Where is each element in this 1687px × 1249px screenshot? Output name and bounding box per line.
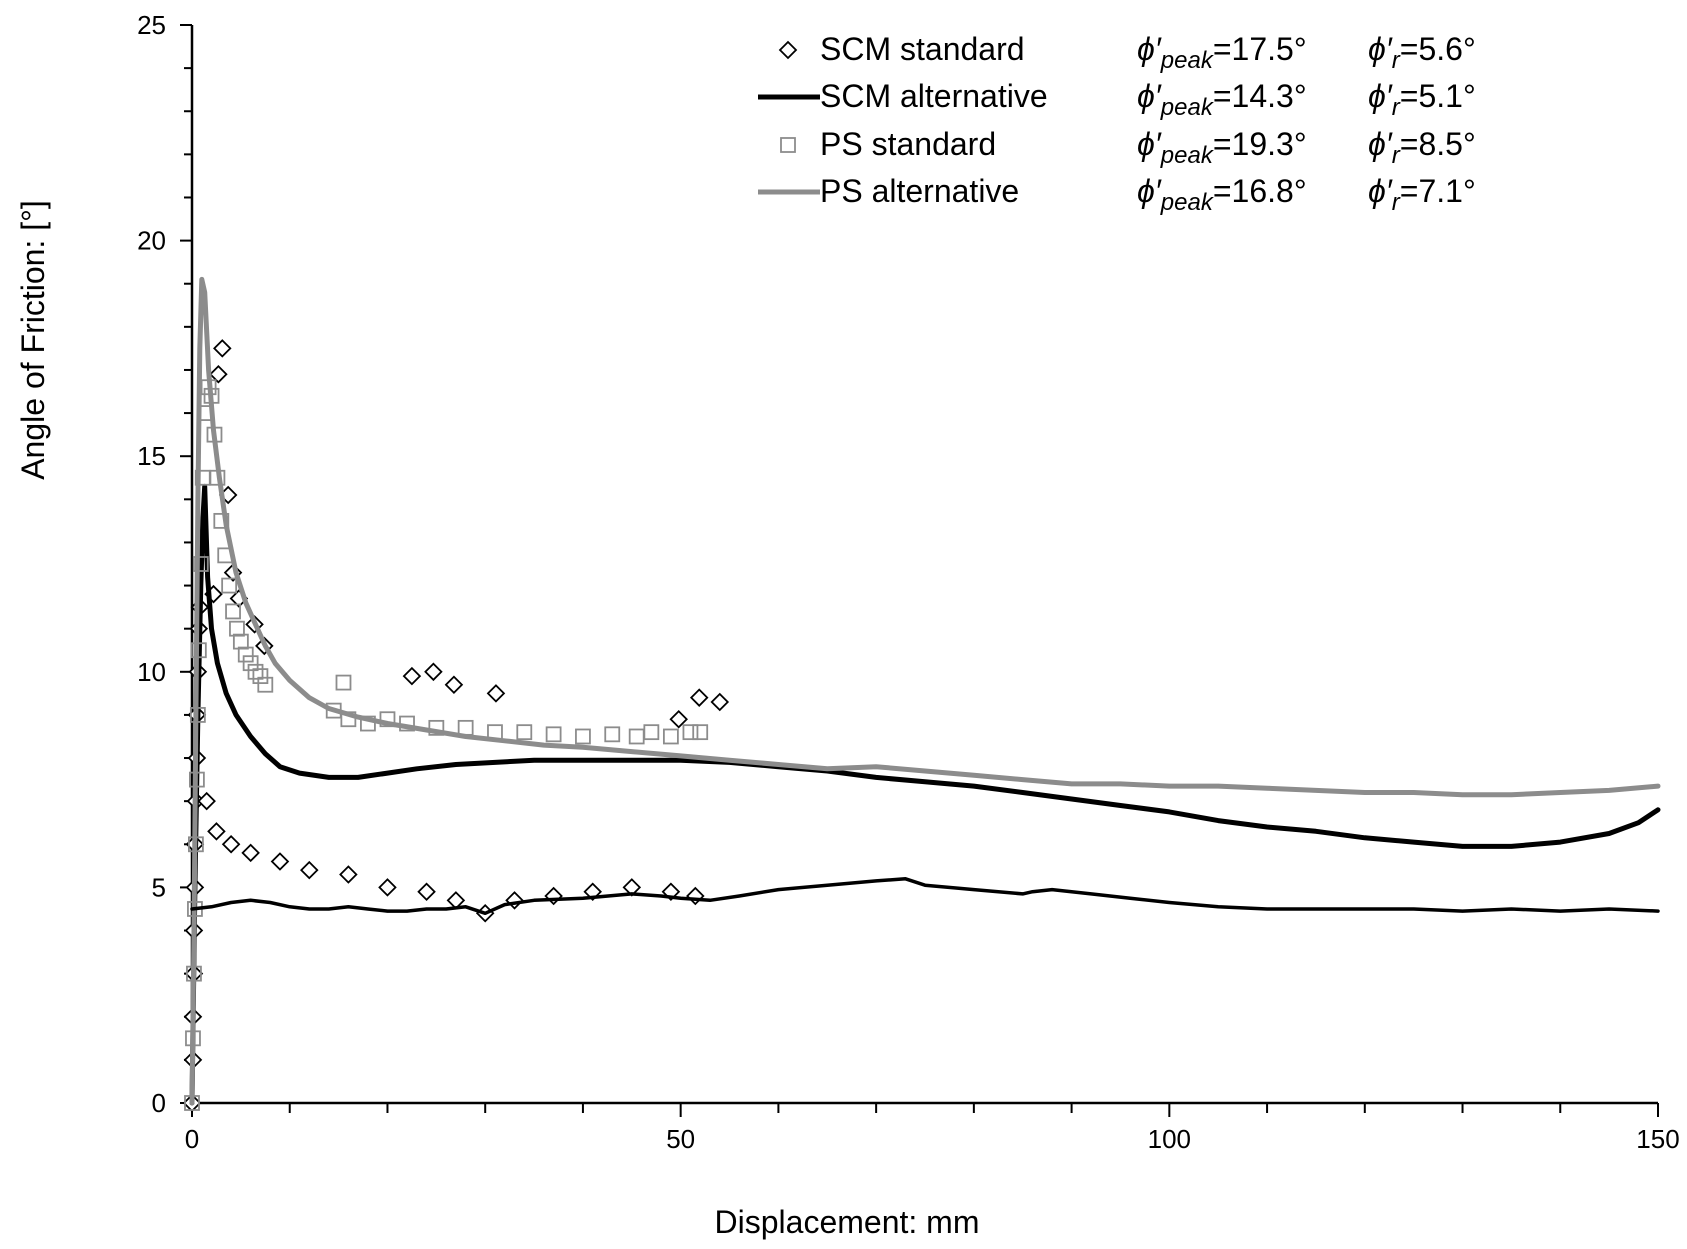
legend-entry: PS alternative ϕ′peak=16.8° ϕ′r=7.1° xyxy=(758,173,1476,216)
legend-peak-angle: ϕ′peak=17.5° xyxy=(1137,31,1307,74)
square-marker xyxy=(252,668,269,685)
diamond-marker xyxy=(444,675,464,695)
diamond-marker xyxy=(486,684,506,703)
diamond-marker xyxy=(221,835,241,854)
diamond-marker xyxy=(710,692,730,712)
square-marker xyxy=(604,726,621,743)
square-marker xyxy=(213,512,230,529)
x-tick-label: 50 xyxy=(666,1124,695,1154)
diamond-marker xyxy=(197,791,216,811)
square-marker xyxy=(575,728,591,745)
diamond-marker xyxy=(402,666,422,686)
legend-residual-angle: ϕ′r=5.6° xyxy=(1368,31,1476,74)
series-layer xyxy=(182,276,1661,1113)
square-marker xyxy=(192,556,209,572)
series-ps-standard xyxy=(184,379,709,1111)
diamond-marker xyxy=(424,662,443,682)
legend-entry: SCM alternative ϕ′peak=14.3° ϕ′r=5.1° xyxy=(758,78,1476,121)
series-line xyxy=(189,483,1661,1106)
square-marker xyxy=(221,577,238,594)
diamond-marker xyxy=(505,891,524,910)
square-marker xyxy=(242,655,259,672)
diamond-marker xyxy=(213,339,232,358)
x-tick-label: 150 xyxy=(1636,1124,1679,1154)
diamond-marker xyxy=(669,709,688,729)
legend-label: SCM alternative xyxy=(820,78,1048,114)
square-marker xyxy=(692,724,709,741)
diamond-marker xyxy=(689,688,709,707)
y-tick-label: 20 xyxy=(137,226,166,256)
square-marker xyxy=(257,676,274,693)
diamond-marker xyxy=(209,364,228,384)
diamond-marker xyxy=(378,878,397,897)
legend-label: PS standard xyxy=(820,126,996,162)
series-ps-alternative xyxy=(189,276,1661,1106)
y-axis-title: Angle of Friction: [°] xyxy=(15,200,51,480)
diamond-marker xyxy=(270,852,290,871)
series-line xyxy=(190,877,1660,916)
legend-label: SCM standard xyxy=(820,31,1025,67)
square-marker xyxy=(682,724,699,741)
diamond-marker xyxy=(686,886,705,906)
legend-entry: SCM standard ϕ′peak=17.5° ϕ′r=5.6° xyxy=(778,31,1476,74)
legend-label: PS alternative xyxy=(820,173,1019,209)
square-marker xyxy=(628,728,645,745)
y-tick-label: 0 xyxy=(152,1088,166,1118)
square-marker xyxy=(662,728,679,745)
legend-entry: PS standard ϕ′peak=19.3° ϕ′r=8.5° xyxy=(780,126,1476,169)
square-marker xyxy=(335,674,352,691)
square-marker xyxy=(428,719,445,736)
legend-peak-angle: ϕ′peak=16.8° xyxy=(1137,173,1307,216)
square-marker xyxy=(360,715,376,732)
legend-peak-angle: ϕ′peak=14.3° xyxy=(1137,78,1307,121)
y-tick-label: 5 xyxy=(152,872,166,902)
square-marker xyxy=(379,711,396,728)
legend-residual-angle: ϕ′r=7.1° xyxy=(1368,173,1476,216)
diamond-marker xyxy=(241,843,260,863)
square-marker xyxy=(516,724,533,741)
x-tick-label: 100 xyxy=(1148,1124,1191,1154)
x-axis-title: Displacement: mm xyxy=(715,1204,980,1240)
square-marker xyxy=(247,663,264,680)
y-tick-label: 15 xyxy=(137,441,166,471)
y-tick-label: 25 xyxy=(137,10,166,40)
legend-square-key xyxy=(780,137,796,153)
legend-residual-angle: ϕ′r=8.5° xyxy=(1368,126,1476,169)
square-marker xyxy=(229,620,245,637)
diamond-marker xyxy=(300,860,319,880)
legend: SCM standard ϕ′peak=17.5° ϕ′r=5.6°SCM alte… xyxy=(758,31,1476,216)
square-marker xyxy=(232,633,249,650)
series-unlabelled-4 xyxy=(190,877,1660,916)
x-tick-label: 0 xyxy=(185,1124,199,1154)
legend-diamond-key xyxy=(778,40,798,60)
square-marker xyxy=(643,724,660,741)
diamond-marker xyxy=(207,822,226,841)
square-marker xyxy=(457,719,474,736)
square-marker xyxy=(237,646,254,663)
diamond-marker xyxy=(417,882,436,901)
square-marker xyxy=(545,726,562,743)
legend-residual-angle: ϕ′r=5.1° xyxy=(1368,78,1476,121)
diamond-marker xyxy=(544,886,563,906)
legend-peak-angle: ϕ′peak=19.3° xyxy=(1137,126,1307,169)
diamond-marker xyxy=(339,865,358,884)
series-scm-alternative xyxy=(189,483,1661,1106)
square-marker xyxy=(225,603,241,620)
series-line xyxy=(189,276,1661,1106)
y-tick-label: 10 xyxy=(137,657,166,687)
